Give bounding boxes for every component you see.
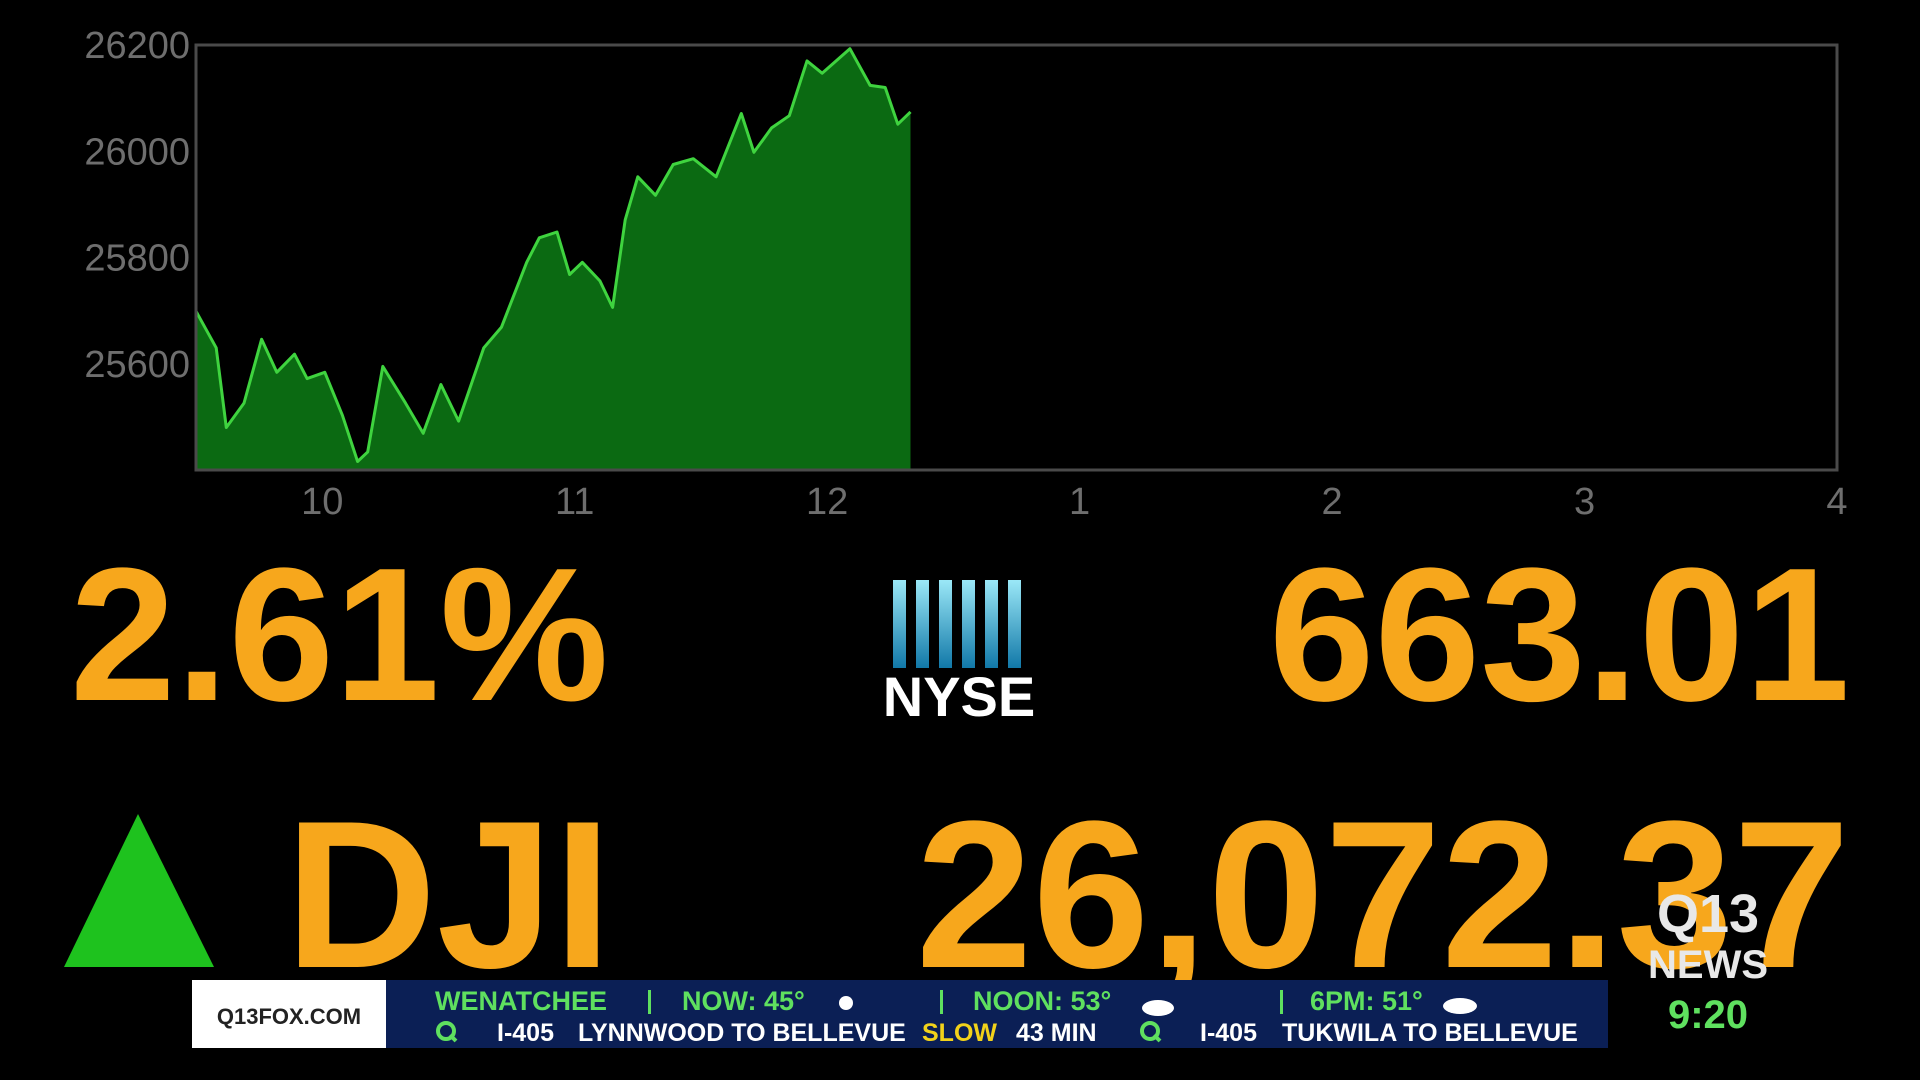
city: WENATCHEE	[435, 986, 607, 1016]
y-tick-label: 25600	[84, 344, 190, 386]
route: TUKWILA TO BELLEVUE	[1282, 1019, 1578, 1047]
q-icon	[436, 1021, 458, 1043]
exchange: NYSE	[883, 665, 1036, 728]
y-tick-label: 26000	[84, 131, 190, 173]
site: Q13FOX.COM	[217, 1004, 361, 1029]
cloud-icon	[1142, 1000, 1174, 1016]
x-tick-label: 10	[301, 481, 343, 523]
plot	[194, 47, 912, 470]
y-tick-label: 25800	[84, 238, 190, 280]
evening-temp: 6PM: 51°	[1310, 986, 1423, 1016]
y-tick-label: 26200	[84, 25, 190, 67]
station-logo: Q13 NEWS 9:20	[1648, 884, 1768, 1037]
road: I-405	[1200, 1019, 1257, 1047]
separator	[940, 990, 943, 1014]
q-icon	[1140, 1021, 1162, 1043]
x-tick-label: 11	[555, 481, 594, 523]
area-fill	[196, 48, 911, 470]
separator	[1280, 990, 1283, 1014]
clock: 9:20	[1668, 993, 1748, 1037]
logo-top: Q13	[1657, 884, 1759, 944]
x-tick-label: 2	[1322, 481, 1343, 523]
noon-temp: NOON: 53°	[973, 986, 1111, 1016]
x-tick-label: 4	[1826, 481, 1847, 523]
price-line	[194, 47, 912, 463]
x-tick-label: 12	[806, 481, 848, 523]
index-value: 26,072.37	[916, 777, 1850, 1012]
x-tick-label: 3	[1574, 481, 1595, 523]
separator	[648, 990, 651, 1014]
plot-frame	[194, 43, 1839, 472]
ticker-bar	[192, 980, 1608, 1048]
sun-icon	[839, 996, 853, 1010]
up-arrow	[64, 814, 214, 967]
road: I-405	[497, 1019, 554, 1047]
index-name: DJI	[285, 777, 612, 1012]
points-change: 663.01	[1269, 529, 1850, 741]
cloud-icon	[1443, 998, 1477, 1014]
now-temp: NOW: 45°	[682, 986, 805, 1016]
change-pct: 2.61%	[70, 529, 609, 741]
travel-time: 43 MIN	[1016, 1019, 1097, 1047]
ticker: Q13FOX.COM WENATCHEE NOW: 45° NOON: 53° …	[192, 980, 1608, 1048]
nyse-logo: NYSE	[883, 580, 1036, 728]
x-tick-label: 1	[1069, 481, 1090, 523]
logo-bottom: NEWS	[1648, 943, 1768, 987]
site-box	[192, 980, 386, 1048]
status: SLOW	[922, 1019, 997, 1047]
route: LYNNWOOD TO BELLEVUE	[578, 1019, 906, 1047]
